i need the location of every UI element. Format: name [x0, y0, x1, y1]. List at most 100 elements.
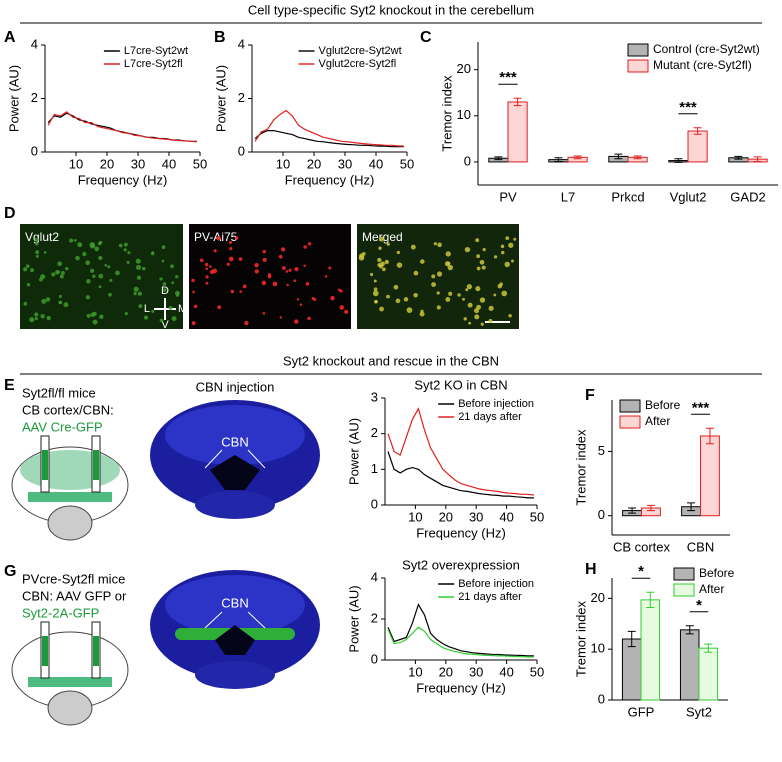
cell — [161, 259, 165, 263]
x-tick-label: 50 — [530, 509, 544, 524]
cell — [85, 260, 91, 266]
compass-label: V — [161, 319, 169, 331]
cell — [41, 298, 47, 304]
cell — [262, 257, 267, 263]
cell — [57, 261, 63, 267]
error-bar — [646, 591, 655, 608]
cell — [382, 267, 386, 272]
micrograph — [357, 224, 519, 329]
legend-swatch — [673, 567, 695, 581]
cell — [244, 320, 249, 326]
cell — [133, 286, 139, 292]
y-tick-label: 2 — [238, 90, 245, 105]
cell — [386, 294, 390, 299]
cell — [142, 266, 146, 271]
line-series — [47, 111, 197, 143]
cell — [23, 301, 28, 306]
x-tick-label: 30 — [469, 509, 483, 524]
y-axis-label: Power (AU) — [346, 418, 361, 485]
cell — [278, 254, 283, 259]
x-tick-label: 40 — [499, 509, 513, 524]
ventricle — [215, 625, 255, 655]
cell — [45, 297, 51, 302]
cell — [303, 264, 306, 268]
panel-letter: A — [4, 29, 16, 46]
cell — [281, 266, 286, 270]
cell — [420, 259, 425, 264]
significance-label: *** — [679, 99, 697, 116]
legend-swatch — [673, 583, 695, 597]
cell — [476, 266, 481, 271]
cell — [285, 270, 289, 273]
cell — [307, 242, 312, 246]
panel-g-image: CBN — [150, 570, 320, 689]
error-bar — [704, 643, 713, 653]
diagram-text: CBN: AAV GFP or — [22, 588, 127, 603]
bar — [621, 638, 642, 701]
cell — [337, 288, 341, 292]
error-bar — [693, 127, 702, 135]
cell — [135, 264, 142, 270]
cell — [92, 319, 98, 325]
cell — [124, 312, 128, 316]
cell — [238, 257, 243, 261]
cell — [324, 275, 328, 278]
cell — [98, 255, 103, 261]
y-tick-label: 5 — [598, 443, 605, 458]
cell — [59, 274, 64, 279]
cell — [168, 305, 173, 310]
x-tick-label: GAD2 — [730, 189, 765, 204]
cell — [159, 277, 163, 281]
x-tick-label: 40 — [162, 156, 176, 171]
cell — [311, 296, 315, 300]
legend-label: Vglut2cre-Syt2wt — [319, 45, 402, 57]
legend-label: 21 days after — [458, 591, 522, 603]
image-title: CBN injection — [196, 379, 275, 394]
x-tick-label: L7 — [561, 189, 575, 204]
cell — [204, 262, 209, 267]
panel-letter: G — [4, 563, 16, 580]
y-tick-label: 4 — [371, 569, 378, 584]
bar — [507, 101, 528, 163]
cell — [500, 244, 505, 249]
y-tick-label: 0 — [598, 507, 605, 522]
cell — [305, 282, 310, 286]
section-title: Syt2 knockout and rescue in the CBN — [283, 353, 499, 368]
cell — [217, 305, 222, 310]
cell — [234, 236, 239, 240]
x-tick-label: 40 — [369, 156, 383, 171]
legend-label: After — [699, 582, 724, 596]
cell — [35, 254, 39, 258]
x-tick-label: 20 — [439, 664, 453, 679]
cell — [479, 297, 486, 303]
cell — [294, 319, 299, 324]
legend-label: Mutant (cre-Syt2fl) — [653, 58, 752, 72]
cell — [510, 259, 515, 263]
cell — [403, 297, 409, 302]
cell — [281, 247, 286, 252]
cell — [293, 279, 297, 283]
error-bar — [554, 157, 563, 162]
error-bar — [734, 155, 743, 160]
panel-letter: D — [4, 205, 16, 222]
cell — [254, 262, 259, 268]
compass-label: L — [144, 303, 150, 315]
line-series — [387, 603, 534, 657]
x-axis-label: Frequency (Hz) — [416, 525, 506, 540]
cell — [437, 242, 442, 248]
cell — [448, 291, 453, 296]
line-series — [387, 626, 534, 658]
diagram-text: AAV Cre-GFP — [22, 419, 103, 434]
legend-swatch — [619, 399, 641, 413]
cell — [86, 279, 91, 284]
cell — [205, 267, 209, 270]
y-axis-label: Power (AU) — [346, 585, 361, 652]
x-axis-label: Frequency (Hz) — [416, 680, 506, 695]
legend-label: Before injection — [458, 398, 534, 410]
cell — [34, 312, 39, 317]
cell — [358, 254, 365, 261]
x-tick-label: PV — [499, 189, 517, 204]
cell — [493, 255, 498, 259]
image-label: CBN — [221, 434, 248, 449]
cell — [261, 280, 267, 286]
